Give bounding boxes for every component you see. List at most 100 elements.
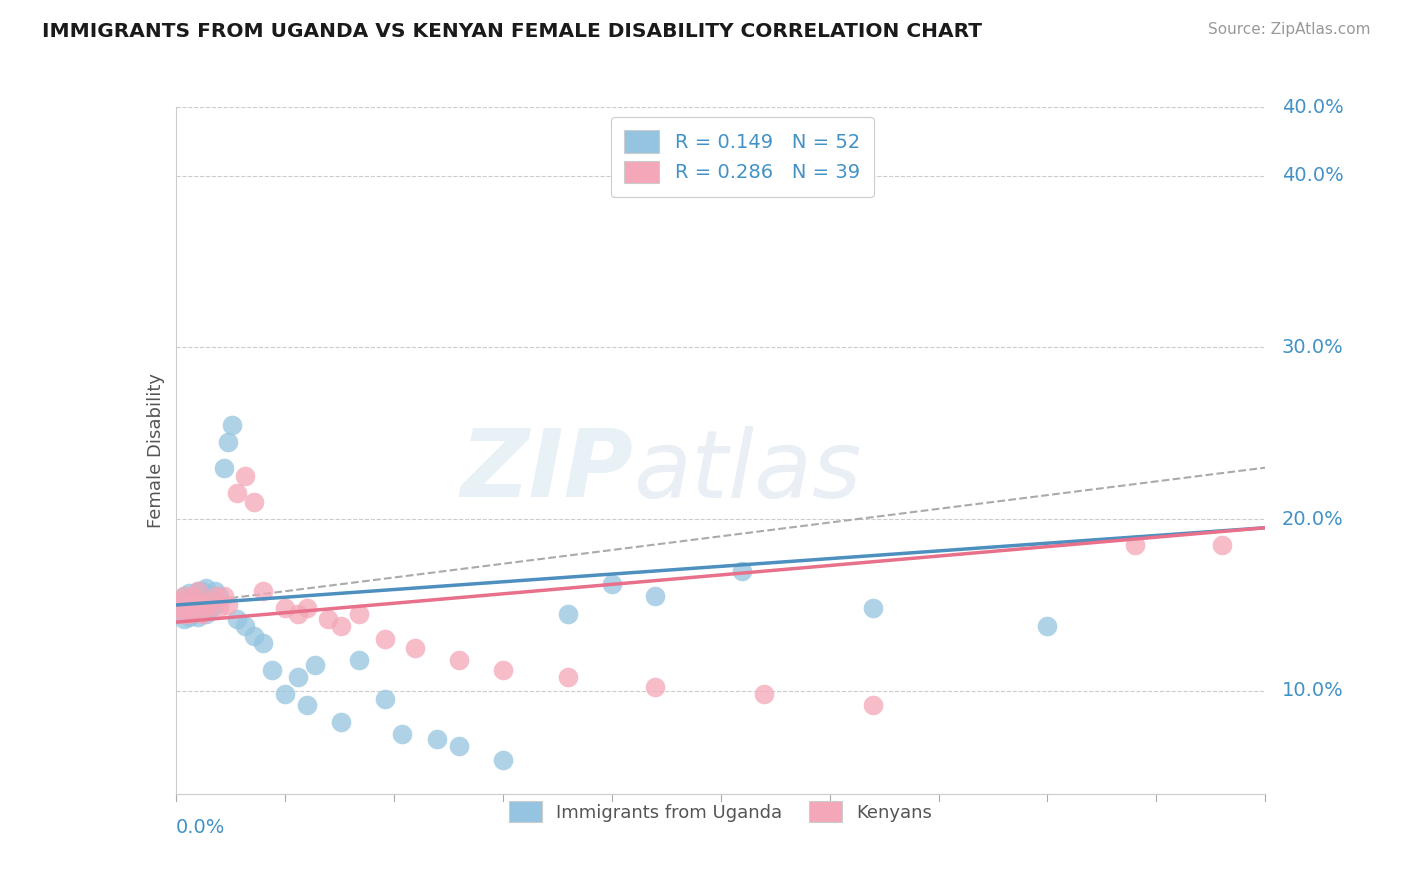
Point <box>200 594 222 608</box>
Point <box>177 610 200 624</box>
Point <box>295 698 318 712</box>
Point <box>225 486 247 500</box>
Point <box>186 594 209 608</box>
Point <box>557 670 579 684</box>
Point <box>181 598 204 612</box>
Point <box>1036 618 1059 632</box>
Point <box>186 601 209 615</box>
Point <box>287 670 309 684</box>
Point <box>195 601 218 615</box>
Point <box>252 636 274 650</box>
Point <box>295 601 318 615</box>
Point <box>405 640 427 655</box>
Point <box>177 598 200 612</box>
Point <box>274 687 297 701</box>
Point <box>181 590 204 604</box>
Point <box>177 592 200 607</box>
Point <box>217 598 239 612</box>
Point <box>181 590 204 604</box>
Text: 20.0%: 20.0% <box>1282 509 1344 529</box>
Text: 40.0%: 40.0% <box>1282 166 1344 186</box>
Point <box>173 590 195 604</box>
Point <box>330 618 353 632</box>
Text: 10.0%: 10.0% <box>1282 681 1344 700</box>
Point <box>191 584 214 599</box>
Point <box>191 607 214 621</box>
Point <box>173 590 195 604</box>
Point <box>208 590 231 604</box>
Point <box>754 687 776 701</box>
Point <box>318 612 340 626</box>
Point <box>330 714 353 729</box>
Point <box>447 653 470 667</box>
Text: ZIP: ZIP <box>461 425 633 517</box>
Point <box>200 590 222 604</box>
Point <box>347 653 370 667</box>
Point <box>347 607 370 621</box>
Text: 30.0%: 30.0% <box>1282 338 1344 357</box>
Point <box>191 603 214 617</box>
Point <box>181 601 204 615</box>
Point <box>173 607 195 621</box>
Text: IMMIGRANTS FROM UGANDA VS KENYAN FEMALE DISABILITY CORRELATION CHART: IMMIGRANTS FROM UGANDA VS KENYAN FEMALE … <box>42 22 983 41</box>
Point <box>177 586 200 600</box>
Point <box>173 598 195 612</box>
Point <box>191 598 214 612</box>
Point <box>862 698 884 712</box>
Point <box>173 598 195 612</box>
Point <box>274 601 297 615</box>
Text: 40.0%: 40.0% <box>1282 97 1344 117</box>
Point <box>447 739 470 753</box>
Point <box>221 417 243 432</box>
Point <box>243 495 266 509</box>
Point <box>600 577 623 591</box>
Text: 0.0%: 0.0% <box>176 818 225 837</box>
Point <box>186 584 209 599</box>
Point <box>204 584 226 599</box>
Point <box>644 681 666 695</box>
Point <box>200 601 222 615</box>
Point <box>374 692 396 706</box>
Point <box>217 434 239 449</box>
Point <box>492 663 515 677</box>
Point <box>391 727 413 741</box>
Point <box>225 612 247 626</box>
Point <box>169 592 191 607</box>
Point <box>195 607 218 621</box>
Point <box>1211 538 1233 552</box>
Text: atlas: atlas <box>633 425 862 516</box>
Point <box>186 610 209 624</box>
Point <box>169 594 191 608</box>
Point <box>173 612 195 626</box>
Point <box>208 601 231 615</box>
Point <box>186 594 209 608</box>
Point <box>177 607 200 621</box>
Point <box>862 601 884 615</box>
Point <box>1123 538 1146 552</box>
Legend: Immigrants from Uganda, Kenyans: Immigrants from Uganda, Kenyans <box>502 794 939 830</box>
Point <box>235 618 257 632</box>
Point <box>644 590 666 604</box>
Point <box>191 592 214 607</box>
Point <box>181 607 204 621</box>
Point <box>212 590 235 604</box>
Point <box>195 598 218 612</box>
Point <box>195 581 218 595</box>
Point <box>169 601 191 615</box>
Point <box>374 632 396 647</box>
Point <box>186 584 209 599</box>
Point <box>557 607 579 621</box>
Text: Source: ZipAtlas.com: Source: ZipAtlas.com <box>1208 22 1371 37</box>
Point <box>731 564 754 578</box>
Point <box>169 601 191 615</box>
Point <box>252 584 274 599</box>
Point <box>243 629 266 643</box>
Point <box>212 460 235 475</box>
Point <box>235 469 257 483</box>
Point <box>304 658 326 673</box>
Point <box>426 731 449 746</box>
Point <box>204 598 226 612</box>
Point <box>204 590 226 604</box>
Point <box>177 601 200 615</box>
Point <box>260 663 283 677</box>
